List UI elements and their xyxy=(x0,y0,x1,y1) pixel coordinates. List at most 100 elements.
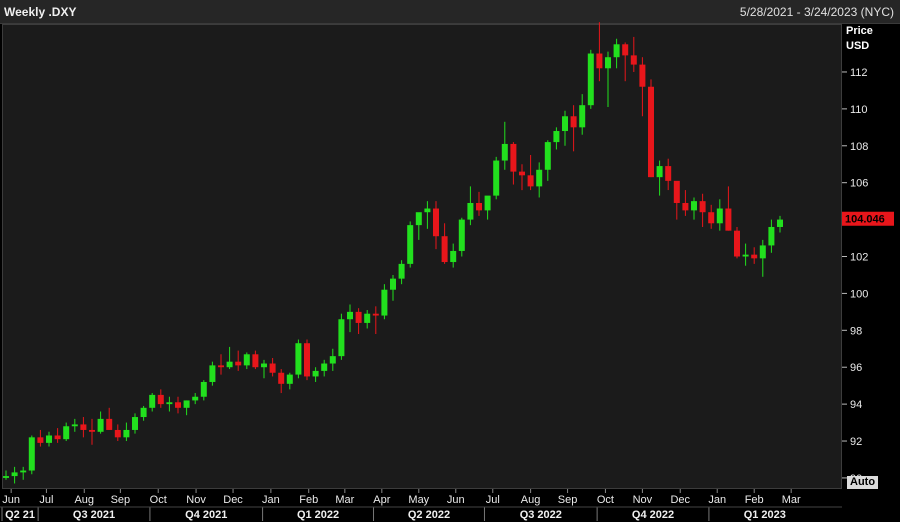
candle-body xyxy=(527,175,534,187)
candle-body xyxy=(106,418,113,430)
candle-body xyxy=(166,402,173,405)
candle-body xyxy=(71,424,78,427)
candle xyxy=(252,350,259,370)
candle-body xyxy=(493,160,500,196)
y-tick-label: 96 xyxy=(850,362,862,374)
candle-body xyxy=(97,418,104,432)
candle-body xyxy=(269,363,276,373)
candle xyxy=(734,226,740,259)
candle xyxy=(510,142,517,185)
candle xyxy=(708,204,715,229)
x-month-label: Dec xyxy=(670,494,690,506)
candle xyxy=(166,396,173,412)
y-tick-label: 92 xyxy=(850,436,862,448)
candle xyxy=(200,380,207,401)
x-month-label: Jan xyxy=(262,494,280,506)
candle xyxy=(433,201,439,250)
candle-body xyxy=(467,202,474,220)
x-month-label: Sep xyxy=(111,494,131,506)
candle-body xyxy=(304,343,310,377)
candle-body xyxy=(656,166,663,178)
candle-body xyxy=(708,212,715,224)
candle xyxy=(682,190,689,216)
candle xyxy=(742,243,749,266)
y-tick-label: 112 xyxy=(850,67,868,79)
x-quarter-label: Q4 2021 xyxy=(185,509,227,521)
candle xyxy=(63,422,70,442)
candle xyxy=(476,191,482,216)
candle xyxy=(777,215,783,233)
candle-body xyxy=(476,202,482,211)
candle-body xyxy=(11,472,18,477)
x-month-label: Sep xyxy=(558,494,578,506)
candle xyxy=(398,260,405,285)
candle-body xyxy=(458,219,465,251)
candle-body xyxy=(235,361,242,366)
candle-body xyxy=(682,202,689,211)
candle xyxy=(321,359,328,377)
candle-body xyxy=(390,278,396,290)
candle xyxy=(656,160,663,196)
candle-body xyxy=(192,396,199,401)
x-month-label: Apr xyxy=(373,494,390,506)
candle xyxy=(80,417,87,438)
candle xyxy=(519,164,525,191)
candle-body xyxy=(665,166,672,181)
candle-body xyxy=(243,354,250,366)
candle xyxy=(536,162,543,198)
candle xyxy=(372,306,379,334)
candle-body xyxy=(536,169,543,187)
candle-body xyxy=(54,435,61,440)
candle-body xyxy=(699,201,706,213)
candle-body xyxy=(716,208,723,224)
candle xyxy=(20,466,27,480)
candle-body xyxy=(89,429,95,432)
candle xyxy=(140,405,147,421)
chart-header: Weekly .DXY 5/28/2021 - 3/24/2023 (NYC) xyxy=(0,0,900,24)
x-quarter-label: Q2 21 xyxy=(5,509,35,521)
candle-body xyxy=(3,476,9,478)
candle xyxy=(622,42,629,82)
candle xyxy=(751,247,758,264)
candle-body xyxy=(286,374,293,384)
candle-body xyxy=(28,437,35,471)
x-quarter-label: Q2 2022 xyxy=(408,509,450,521)
candle xyxy=(665,158,672,191)
candle xyxy=(209,361,216,386)
x-month-label: Nov xyxy=(186,494,206,506)
candle xyxy=(407,221,414,268)
candle xyxy=(106,407,113,430)
candle xyxy=(175,396,181,414)
candle xyxy=(493,156,500,200)
candle xyxy=(312,367,319,382)
candle-body xyxy=(157,394,164,405)
candle xyxy=(3,470,9,480)
candle xyxy=(484,195,491,220)
candle xyxy=(553,127,560,150)
candle-body xyxy=(562,116,568,132)
candle-body xyxy=(347,311,353,320)
candle-body xyxy=(553,131,560,143)
last-price-marker xyxy=(842,211,894,226)
candle xyxy=(415,212,422,240)
candle-body xyxy=(226,361,233,368)
candle-body xyxy=(725,208,732,231)
candle xyxy=(759,239,766,277)
candle-body xyxy=(613,44,620,58)
candle-body xyxy=(218,365,224,368)
candle xyxy=(338,313,345,360)
x-month-label: Oct xyxy=(597,494,614,506)
candle-body xyxy=(312,370,319,377)
candle xyxy=(97,411,104,434)
candle-body xyxy=(630,55,637,65)
y-tick-label: 98 xyxy=(850,325,862,337)
candle-body xyxy=(329,356,336,364)
candle xyxy=(579,94,586,135)
candle xyxy=(364,310,371,329)
date-range[interactable]: 5/28/2021 - 3/24/2023 (NYC) xyxy=(739,5,894,19)
candle xyxy=(28,435,35,475)
auto-scale-button[interactable]: Auto xyxy=(847,476,879,489)
x-month-label: Nov xyxy=(633,494,653,506)
candle-body xyxy=(46,435,52,443)
candle xyxy=(725,186,732,231)
